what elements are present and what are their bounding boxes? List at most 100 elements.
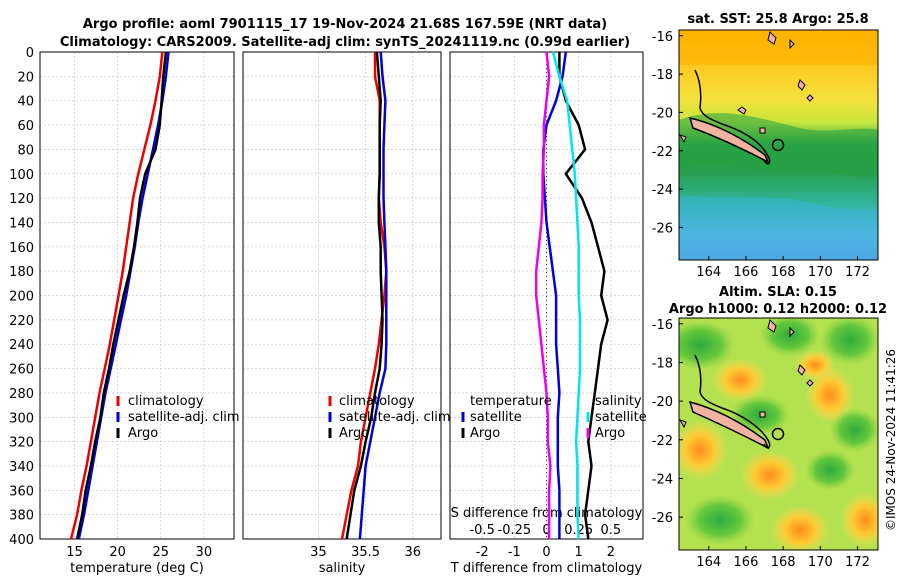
sla-map-title: Altim. SLA: 0.15 xyxy=(719,285,837,300)
map-y-tick-label: -22 xyxy=(652,145,673,160)
legend-label-salinity: salinity xyxy=(595,394,642,409)
legend-label-s-satellite: satellite xyxy=(595,410,647,425)
series-salinity-satellite xyxy=(551,51,582,540)
map-y-tick-label: -26 xyxy=(652,221,673,236)
map-y-tick-label: -26 xyxy=(652,511,673,526)
depth-tick-label: 200 xyxy=(9,290,34,305)
map-x-tick-label: 166 xyxy=(734,265,759,280)
sla-map-image xyxy=(679,318,878,550)
x-tick-label: 30 xyxy=(196,545,213,560)
legend-label-argo: Argo xyxy=(339,426,369,441)
depth-tick-label: 160 xyxy=(9,241,34,256)
x-tick-label: 1 xyxy=(575,545,583,560)
map-x-tick-label: 164 xyxy=(696,555,721,570)
map-y-tick-label: -24 xyxy=(652,183,673,198)
depth-tick-label: 360 xyxy=(9,484,34,499)
legend-label-climatology: climatology xyxy=(128,394,204,409)
sst-map-frame xyxy=(678,29,879,261)
difference-legend: temperature satellite Argo salinity sate… xyxy=(461,394,647,441)
map-y-tick-label: -16 xyxy=(652,318,673,333)
legend-label-satellite: satellite-adj. clim xyxy=(339,410,451,425)
sst-map-axes: 164 166 168 170 172 -16 -18 -20 -22 -24 -26 xyxy=(652,30,870,280)
title-line-1: Argo profile: aoml 7901115_17 19-Nov-202… xyxy=(83,17,607,32)
series-salinity-argo xyxy=(534,51,552,539)
x-tick-label: 0 xyxy=(542,545,550,560)
depth-tick-label: 220 xyxy=(9,314,34,329)
legend-label-t-argo: Argo xyxy=(470,426,500,441)
depth-tick-label: 300 xyxy=(9,411,34,426)
series-temperature-argo xyxy=(558,52,609,540)
x-axis-label: T difference from climatology xyxy=(450,561,643,576)
depth-tick-label: 100 xyxy=(9,168,34,183)
depth-tick-label: 20 xyxy=(17,70,34,85)
x-tick-label: 20 xyxy=(109,545,126,560)
map-x-tick-label: 166 xyxy=(734,555,759,570)
x-tick-label: -1 xyxy=(508,545,521,560)
sst-argo-marker xyxy=(771,138,785,152)
x-tick-label: 35 xyxy=(310,545,327,560)
map-y-tick-label: -18 xyxy=(652,68,673,83)
map-y-tick-label: -18 xyxy=(652,356,673,371)
series-argo xyxy=(75,51,168,540)
x-tick-label: 35.5 xyxy=(351,545,380,560)
sla-map-subtitle: Argo h1000: 0.12 h2000: 0.12 xyxy=(669,302,887,317)
series-temperature-satellite xyxy=(542,51,568,539)
legend-label-s-argo: Argo xyxy=(595,426,625,441)
depth-tick-label: 320 xyxy=(9,436,34,451)
sla-map-axes: 164 166 168 170 172 -16 -18 -20 -22 -24 -26 xyxy=(652,318,870,570)
legend-label-climatology: climatology xyxy=(339,394,415,409)
map-x-tick-label: 168 xyxy=(771,265,796,280)
depth-tick-label: 80 xyxy=(17,143,34,158)
temperature-panel: 0 20 40 60 80 100 120 140 160 180 200 220 240 260 280 3… xyxy=(9,46,235,576)
legend-label-satellite: satellite-adj. clim xyxy=(128,410,240,425)
series-climatology xyxy=(69,51,164,540)
depth-tick-label: 260 xyxy=(9,363,34,378)
legend-label-temperature: temperature xyxy=(470,394,552,409)
map-x-tick-label: 170 xyxy=(808,265,833,280)
s-tick-label: 0 xyxy=(542,523,550,538)
salinity-legend: climatology satellite-adj. clim Argo xyxy=(328,394,451,441)
map-y-tick-label: -20 xyxy=(652,106,673,121)
map-y-tick-label: -22 xyxy=(652,434,673,449)
series-satellite-adj-clim xyxy=(358,51,388,540)
depth-tick-label: 340 xyxy=(9,460,34,475)
s-tick-label: -0.5 xyxy=(469,523,494,538)
sst-map-image xyxy=(679,30,878,260)
legend-label-t-satellite: satellite xyxy=(470,410,522,425)
sst-map-title: sat. SST: 25.8 Argo: 25.8 xyxy=(687,12,868,27)
depth-tick-label: 380 xyxy=(9,509,34,524)
map-y-tick-label: -16 xyxy=(652,30,673,45)
map-x-tick-label: 170 xyxy=(808,555,833,570)
legend-label-argo: Argo xyxy=(128,426,158,441)
x-tick-label: 36 xyxy=(404,545,421,560)
sla-argo-marker xyxy=(771,427,785,441)
x-tick-label: 2 xyxy=(607,545,615,560)
temperature-legend: climatology satellite-adj. clim Argo xyxy=(116,394,240,441)
map-x-tick-label: 172 xyxy=(845,265,870,280)
x-tick-label: 25 xyxy=(152,545,169,560)
depth-tick-label: 240 xyxy=(9,338,34,353)
axes-frame xyxy=(39,51,235,540)
s-tick-label: -0.25 xyxy=(498,523,532,538)
map-x-tick-label: 168 xyxy=(771,555,796,570)
depth-tick-label: 0 xyxy=(26,46,34,61)
x-tick-label: 15 xyxy=(66,545,83,560)
x-axis-label: temperature (deg C) xyxy=(70,561,204,576)
x-tick-label: -2 xyxy=(476,545,489,560)
series-satellite-adj-clim xyxy=(77,51,170,540)
map-x-tick-label: 164 xyxy=(696,265,721,280)
x-axis-label: salinity xyxy=(319,561,366,576)
series-argo xyxy=(345,51,384,540)
depth-tick-label: 280 xyxy=(9,387,34,402)
depth-tick-label: 400 xyxy=(9,533,34,548)
imos-watermark: ©IMOS 24-Nov-2024 11:41:26 xyxy=(884,349,898,531)
sla-map-frame xyxy=(678,317,879,551)
salinity-panel: 35 35.5 36 salinity xyxy=(242,51,442,576)
map-y-tick-label: -20 xyxy=(652,395,673,410)
depth-tick-label: 60 xyxy=(17,119,34,134)
difference-panel: -2 -1 0 1 2T difference from climatology S di… xyxy=(449,51,644,576)
map-x-tick-label: 172 xyxy=(845,555,870,570)
s-tick-label: 0.5 xyxy=(600,523,621,538)
depth-tick-label: 140 xyxy=(9,216,34,231)
